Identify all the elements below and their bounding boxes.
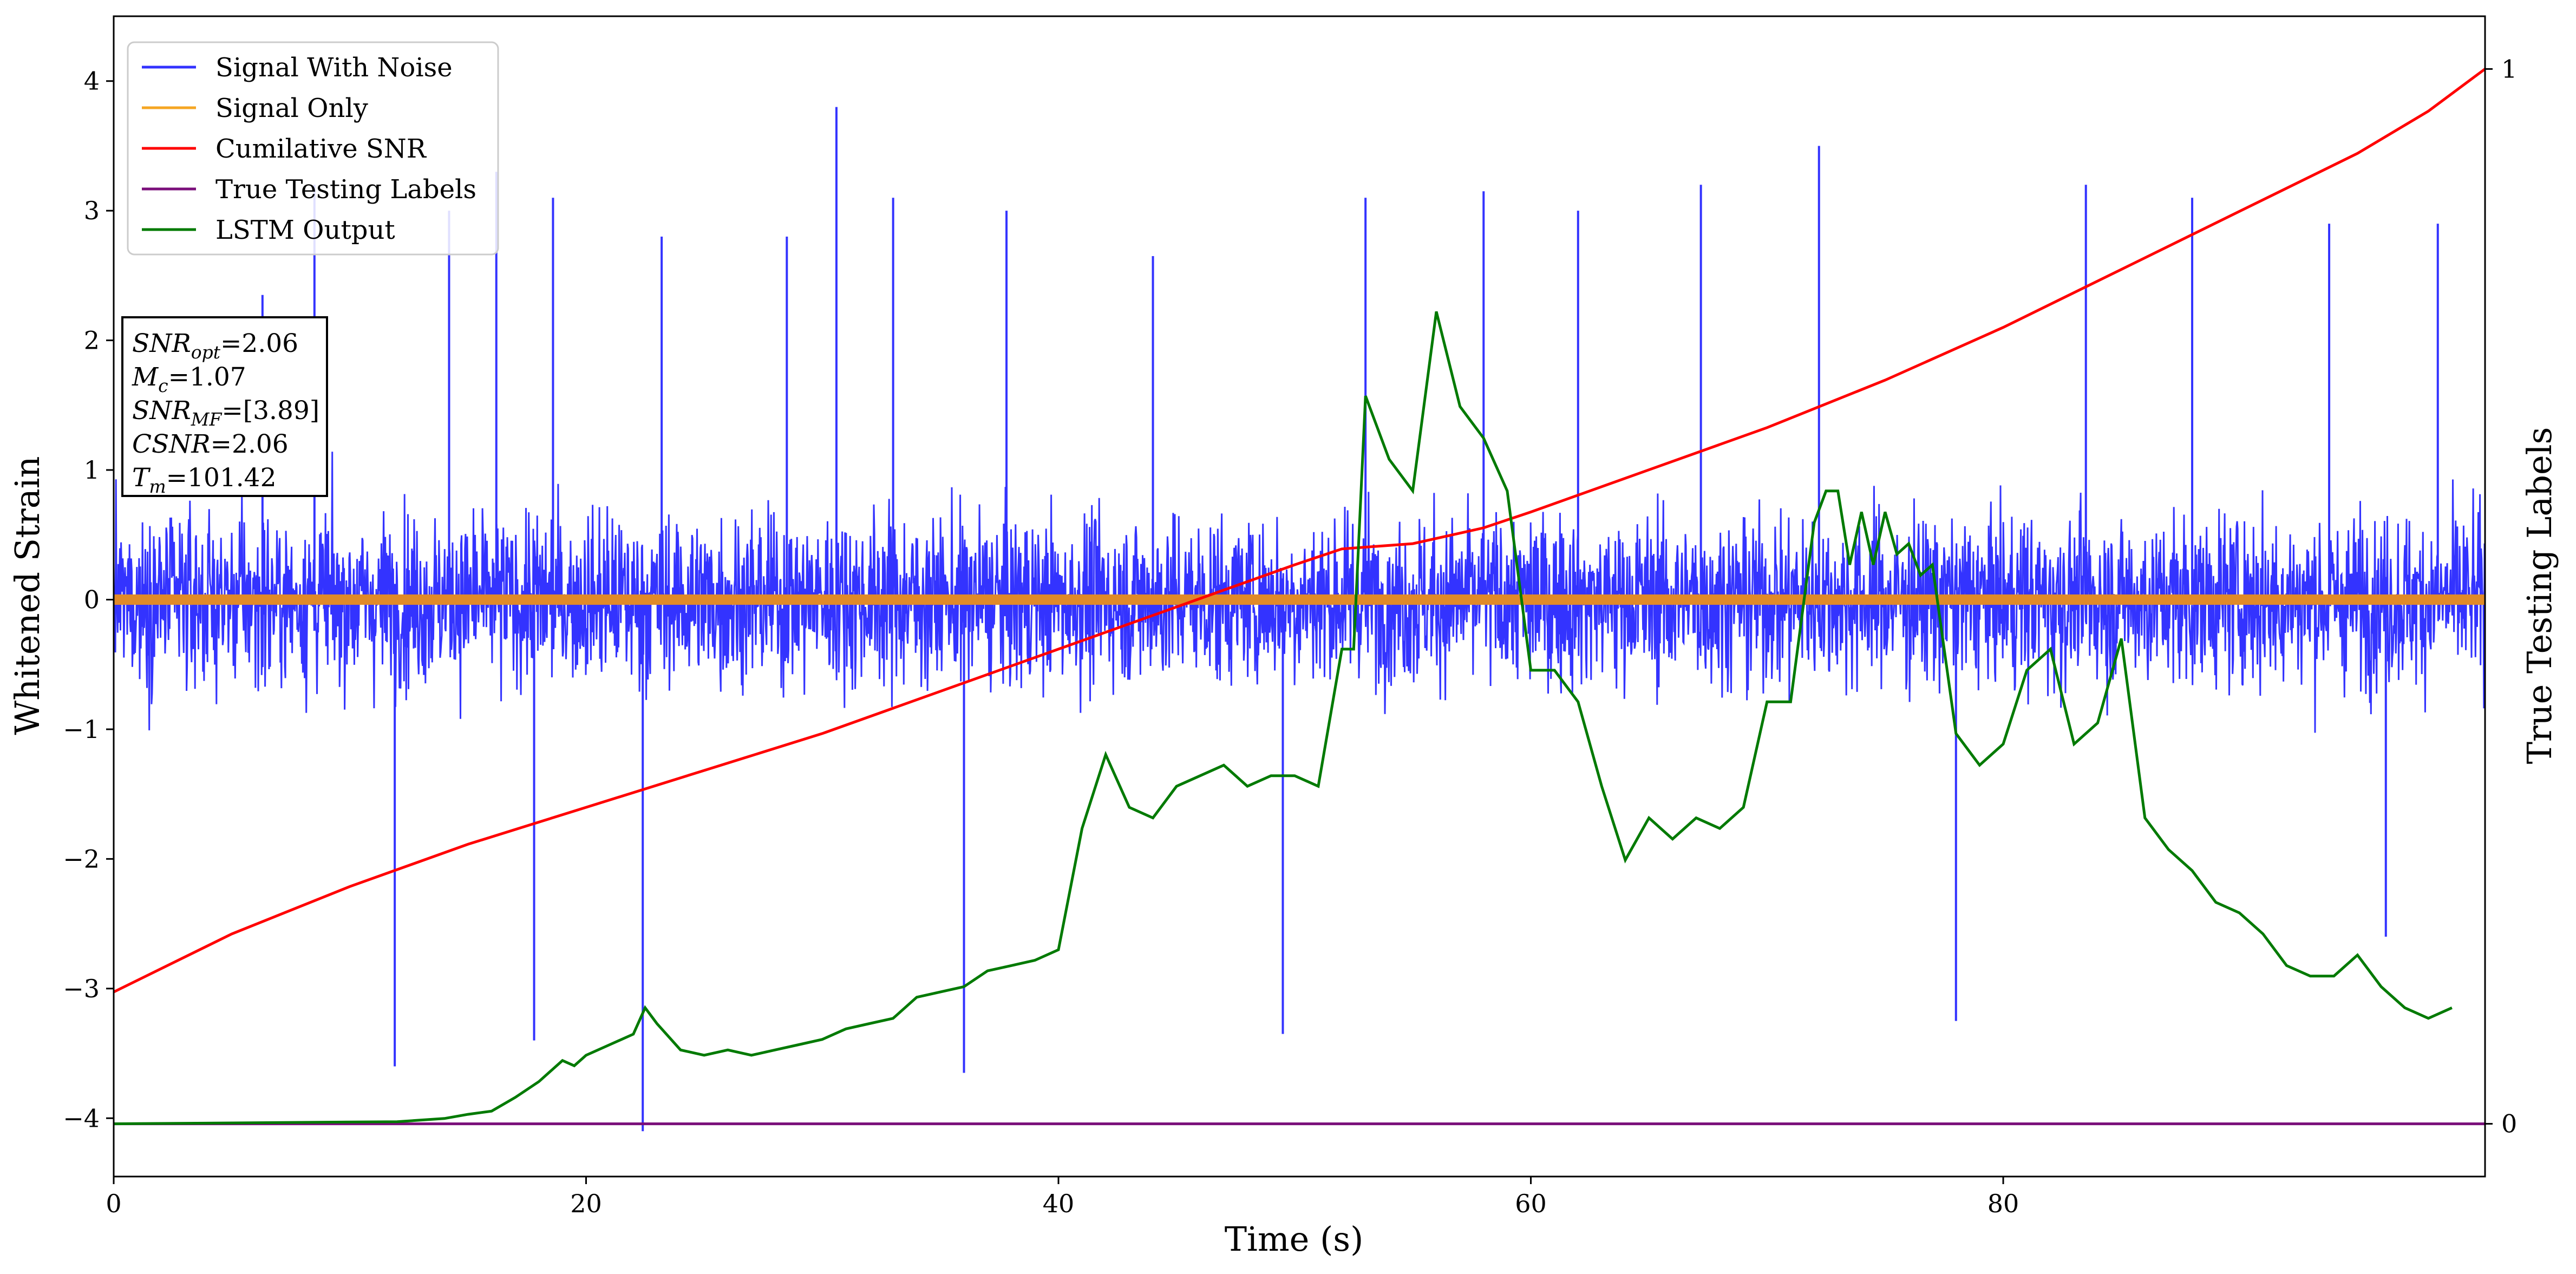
y-tick-label: −1 <box>63 715 100 744</box>
lstm-output-line <box>114 311 2453 1126</box>
x-axis-title: Time (s) <box>1225 1219 1364 1259</box>
info-line: Tm=101.42 <box>132 463 277 497</box>
plot-frame <box>113 15 2486 1178</box>
info-line: SNRMF=[3.89] <box>132 396 319 430</box>
y2-axis-ticks: 01 <box>2485 54 2517 1139</box>
legend-label: Signal Only <box>215 93 368 123</box>
signal-only-line <box>114 594 2485 605</box>
info-box-frame <box>121 316 328 497</box>
signal-only-series <box>114 594 2485 605</box>
right-axis-series <box>114 68 2485 1126</box>
y-tick-label: −3 <box>63 974 100 1003</box>
cumulative-snr-line <box>114 68 2485 994</box>
y-tick-label: 2 <box>84 326 100 355</box>
y-tick-label: 1 <box>84 455 100 485</box>
x-tick-label: 40 <box>1043 1189 1075 1218</box>
legend-label: Cumilative SNR <box>215 134 427 164</box>
signal-with-noise-series <box>114 107 2485 1132</box>
y2-axis-title: True Testing Labels <box>2520 427 2559 765</box>
y2-tick-label: 1 <box>2501 54 2517 83</box>
x-tick-label: 60 <box>1515 1189 1547 1218</box>
legend-label: LSTM Output <box>215 215 395 245</box>
x-tick-label: 80 <box>1987 1189 2019 1218</box>
legend: Signal With Noise Signal Only Cumilative S… <box>127 41 499 256</box>
y-tick-label: 0 <box>84 585 100 614</box>
info-line: Mc=1.07 <box>132 362 246 396</box>
y-axis-ticks: −4 −3 −2 −1 0 1 2 3 4 <box>63 67 114 1133</box>
info-line: CSNR=2.06 <box>132 429 289 459</box>
y-tick-label: −2 <box>63 844 100 873</box>
y-tick-label: 4 <box>84 67 100 96</box>
legend-label: Signal With Noise <box>215 53 453 83</box>
x-tick-label: 0 <box>106 1189 121 1218</box>
x-tick-label: 20 <box>570 1189 602 1218</box>
y-tick-label: 3 <box>84 196 100 225</box>
info-line: SNRopt=2.06 <box>132 329 298 363</box>
y-tick-label: −4 <box>63 1103 100 1133</box>
y-axis-title: Whitened Strain <box>8 456 47 735</box>
x-axis-ticks: 0 20 40 60 80 <box>106 1177 2019 1218</box>
noise-trace <box>114 452 2485 733</box>
y2-tick-label: 0 <box>2501 1109 2517 1139</box>
legend-frame <box>127 41 499 256</box>
legend-label: True Testing Labels <box>215 174 476 205</box>
